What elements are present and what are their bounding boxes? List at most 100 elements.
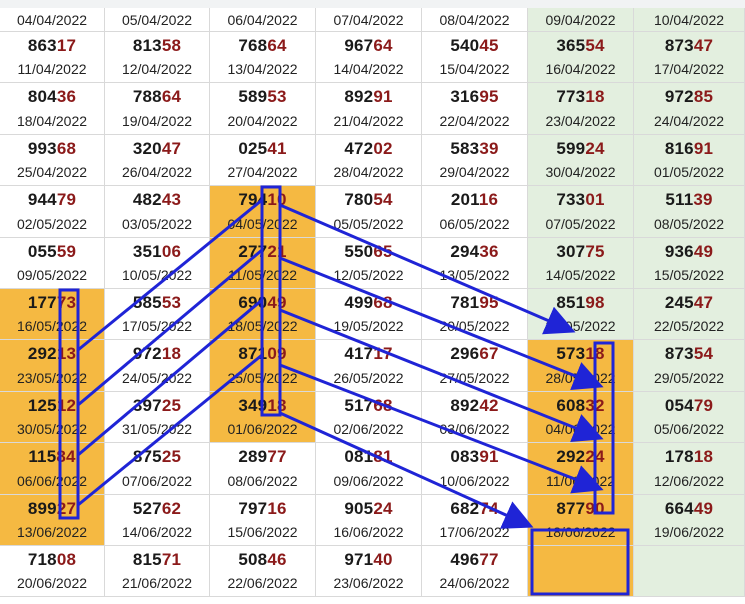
result-number: 87354 [634,344,744,364]
result-cell: 55065 12/05/2022 [316,237,422,289]
number-prefix: 863 [27,36,57,55]
result-date: 19/05/2022 [333,318,404,335]
result-date: 21/04/2022 [333,112,404,129]
number-prefix: 682 [450,498,480,518]
result-date: 05/06/2022 [653,421,725,438]
result-number: 24547 [634,293,744,313]
number-prefix: 816 [664,138,694,158]
result-number: 48243 [105,190,209,210]
result-number: 69049 [210,293,315,313]
result-date: 06/05/2022 [439,215,510,232]
result-date: 18/05/2022 [227,318,298,335]
result-cell: 79716 15/06/2022 [210,494,316,546]
number-last-digits: 24 [585,447,605,467]
result-date: 13/05/2022 [439,266,510,283]
number-last-digits: 65 [373,241,393,261]
number-last-digits: 36 [56,87,77,107]
result-cell: 81691 01/05/2022 [634,134,745,187]
result-number: 97218 [105,344,209,364]
result-number: 49968 [316,293,421,313]
result-number: 29224 [528,447,633,467]
result-cell: 97285 24/04/2022 [634,83,745,135]
result-number: 81571 [105,550,209,570]
result-date: 27/04/2022 [227,164,298,181]
result-date: 02/05/2022 [16,215,88,232]
number-prefix: 055 [27,241,57,261]
number-prefix: 892 [450,395,480,415]
result-cell: 89242 03/06/2022 [422,391,528,444]
result-date: 15/04/2022 [439,61,510,78]
number-last-digits: 32 [585,395,605,415]
number-last-digits: 75 [585,241,605,261]
result-number: 87790 [528,499,633,519]
result-number: 89242 [422,396,527,416]
number-prefix: 768 [238,36,268,55]
number-prefix: 780 [344,190,374,210]
number-last-digits: 24 [585,138,605,158]
number-last-digits: 68 [373,395,393,415]
result-cell: 97218 24/05/2022 [105,340,210,392]
number-last-digits: 64 [267,36,287,55]
result-number: 05559 [0,242,104,262]
result-date: 09/06/2022 [333,472,404,489]
result-date: 28/05/2022 [545,369,616,386]
result-cell: 27721 11/05/2022 [210,237,316,289]
result-date: 14/05/2022 [545,266,616,283]
result-number: 68274 [422,499,527,519]
number-last-digits: 25 [161,447,182,467]
result-date: 11/05/2022 [227,266,298,283]
number-prefix: 397 [132,395,162,415]
result-number: 29667 [422,344,527,364]
result-date: 31/05/2022 [121,421,193,438]
result-number: 97285 [634,87,744,107]
result-cell: 05479 05/06/2022 [634,391,745,444]
result-cell: 79410 04/05/2022 [210,186,316,238]
result-number: 17773 [0,293,104,313]
number-last-digits: 74 [479,498,499,518]
number-prefix: 905 [344,498,374,518]
number-prefix: 351 [132,241,162,261]
result-date: 26/04/2022 [121,164,193,181]
number-prefix: 527 [132,498,162,518]
result-number: 85198 [528,293,633,313]
result-cell: 81571 21/06/2022 [105,546,210,598]
result-number: 36554 [528,36,633,56]
browser-toolbar-strip [0,0,745,8]
result-cell: 29436 13/05/2022 [422,237,528,289]
number-prefix: 972 [664,87,694,107]
number-prefix: 608 [556,395,586,415]
number-last-digits: 91 [373,87,393,107]
number-last-digits: 17 [56,36,77,55]
result-date: 11/06/2022 [545,472,616,489]
result-cell: 51768 02/06/2022 [316,391,422,444]
number-prefix: 320 [132,138,162,158]
result-cell: 87347 17/04/2022 [634,32,745,84]
header-cell: 10/04/2022 [634,8,745,32]
number-last-digits: 77 [267,447,287,467]
number-last-digits: 27 [56,498,77,518]
number-prefix: 690 [238,293,268,312]
number-last-digits: 13 [56,344,77,364]
number-prefix: 316 [450,87,480,107]
header-cell: 07/04/2022 [316,8,422,32]
number-prefix: 115 [28,447,57,467]
number-last-digits: 54 [585,36,605,55]
number-prefix: 125 [27,395,57,415]
result-cell: 66449 19/06/2022 [634,494,745,546]
number-prefix: 589 [238,87,268,107]
header-cell: 09/04/2022 [528,8,634,32]
result-number: 87347 [634,36,744,56]
number-last-digits: 68 [373,293,393,312]
result-cell: 96764 14/04/2022 [316,32,422,84]
number-prefix: 583 [450,138,480,158]
result-cell: 08181 09/06/2022 [316,443,422,495]
number-prefix: 054 [664,395,694,415]
number-last-digits: 84 [56,447,76,467]
number-last-digits: 90 [585,498,605,518]
result-cell: 41717 26/05/2022 [316,340,422,392]
number-last-digits: 95 [479,87,499,107]
result-date: 12/04/2022 [121,61,193,78]
result-number: 30775 [528,242,633,262]
number-prefix: 585 [132,293,162,312]
number-last-digits: 49 [267,293,287,312]
